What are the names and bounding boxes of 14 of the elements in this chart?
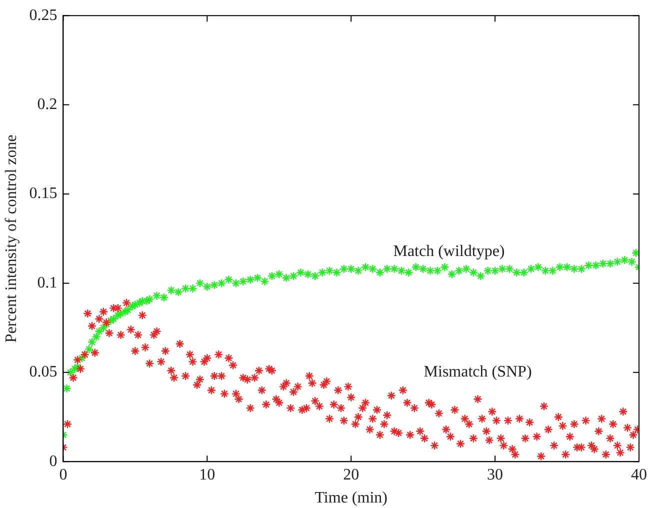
x-tick-label: 10 [199, 466, 216, 484]
series-label: Mismatch (SNP) [424, 364, 532, 381]
x-tick-label: 30 [487, 466, 504, 484]
x-tick-label: 40 [631, 466, 647, 484]
y-tick-label: 0 [49, 452, 58, 470]
y-tick-label: 0.2 [37, 96, 58, 114]
y-tick-label: 0.05 [29, 364, 58, 381]
y-tick-label: 0.15 [29, 185, 58, 202]
y-tick-label: 0.1 [37, 274, 58, 292]
y-tick-label: 0.25 [29, 6, 58, 24]
x-axis-title: Time (min) [314, 490, 388, 507]
y-axis-title: Percent intensity of control zone [2, 134, 20, 343]
series-label: Match (wildtype) [393, 243, 505, 260]
x-tick-label: 20 [343, 466, 360, 484]
